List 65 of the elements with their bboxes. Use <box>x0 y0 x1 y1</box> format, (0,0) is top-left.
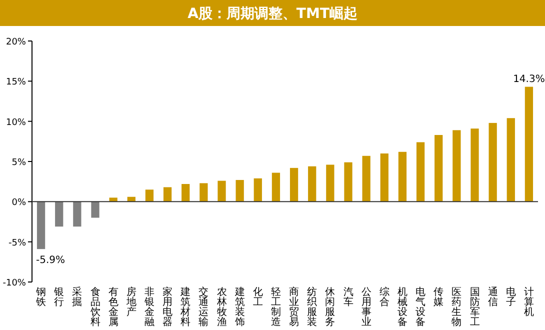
bar <box>380 153 388 202</box>
bar <box>470 128 479 202</box>
x-tick-label: 公用事业 <box>361 286 372 328</box>
bar <box>200 183 208 202</box>
x-tick-label: 农林牧渔 <box>216 287 227 328</box>
bar <box>488 122 497 202</box>
x-tick-label: 传媒 <box>434 287 444 308</box>
bar <box>91 202 100 218</box>
bar <box>524 86 534 202</box>
x-tick-label: 食品饮料 <box>89 286 100 328</box>
x-tick-label: 电气设备 <box>416 286 426 328</box>
x-tick-label: 国防军工 <box>470 287 480 328</box>
x-tick-label: 银行 <box>53 287 64 308</box>
y-tick-label: 15% <box>6 78 26 88</box>
y-tick-label: -10% <box>2 278 26 288</box>
bar <box>308 166 316 202</box>
x-tick-label: 建筑材料 <box>180 286 191 328</box>
chart-title: A股：周期调整、TMT崛起 <box>188 6 358 22</box>
bar <box>398 152 407 202</box>
bar <box>506 118 515 202</box>
x-tick-label: 电子 <box>506 286 516 308</box>
y-tick-label: 0% <box>12 198 26 208</box>
x-tick-label: 有色金属 <box>108 286 118 328</box>
bar <box>452 130 461 202</box>
data-label: -5.9% <box>36 255 66 266</box>
x-tick-label: 医药生物 <box>452 287 462 328</box>
x-tick-label: 休闲服务 <box>325 287 336 328</box>
bar <box>163 187 172 202</box>
x-tick-label: 综合 <box>379 286 390 308</box>
x-tick-label: 房地产 <box>125 286 136 318</box>
x-tick-label: 非银金融 <box>143 286 154 328</box>
data-label: 14.3% <box>513 74 545 85</box>
bar <box>272 172 280 202</box>
y-tick-label: 10% <box>6 118 26 128</box>
x-tick-label: 汽车 <box>343 286 354 308</box>
title: A股：周期调整、TMT崛起 <box>0 0 545 26</box>
x-tick-label: 计算机 <box>524 286 534 318</box>
bar <box>218 180 226 202</box>
bar <box>362 156 370 202</box>
x-tick-label: 建筑装饰 <box>234 286 245 328</box>
x-tick-label: 机械设备 <box>397 286 408 328</box>
x-tick-label: 商业贸易 <box>289 286 300 328</box>
bar <box>73 202 82 227</box>
bar <box>344 162 352 202</box>
bar <box>182 184 190 202</box>
bar <box>416 142 425 202</box>
bar <box>236 180 244 202</box>
bar <box>36 202 46 250</box>
y-tick-label: 5% <box>12 158 26 168</box>
x-tick-label: 交通运输 <box>198 286 209 328</box>
x-tick-label: 纺织服装 <box>307 286 318 328</box>
x-tick-label: 轻工制造 <box>270 286 281 328</box>
bar <box>145 190 154 202</box>
bar <box>55 202 64 227</box>
y-tick-label: 20% <box>6 38 26 48</box>
x-tick-label: 采掘 <box>72 286 82 308</box>
x-tick-label: 化工 <box>252 286 263 308</box>
x-tick-label: 通信 <box>488 286 498 308</box>
y-tick-label: -5% <box>8 238 26 248</box>
bar <box>434 134 443 202</box>
bar <box>254 178 262 202</box>
bar <box>290 168 298 202</box>
x-tick-label: 钢铁 <box>35 287 46 308</box>
x-tick-label: 家用电器 <box>162 286 173 328</box>
bar <box>326 164 334 202</box>
